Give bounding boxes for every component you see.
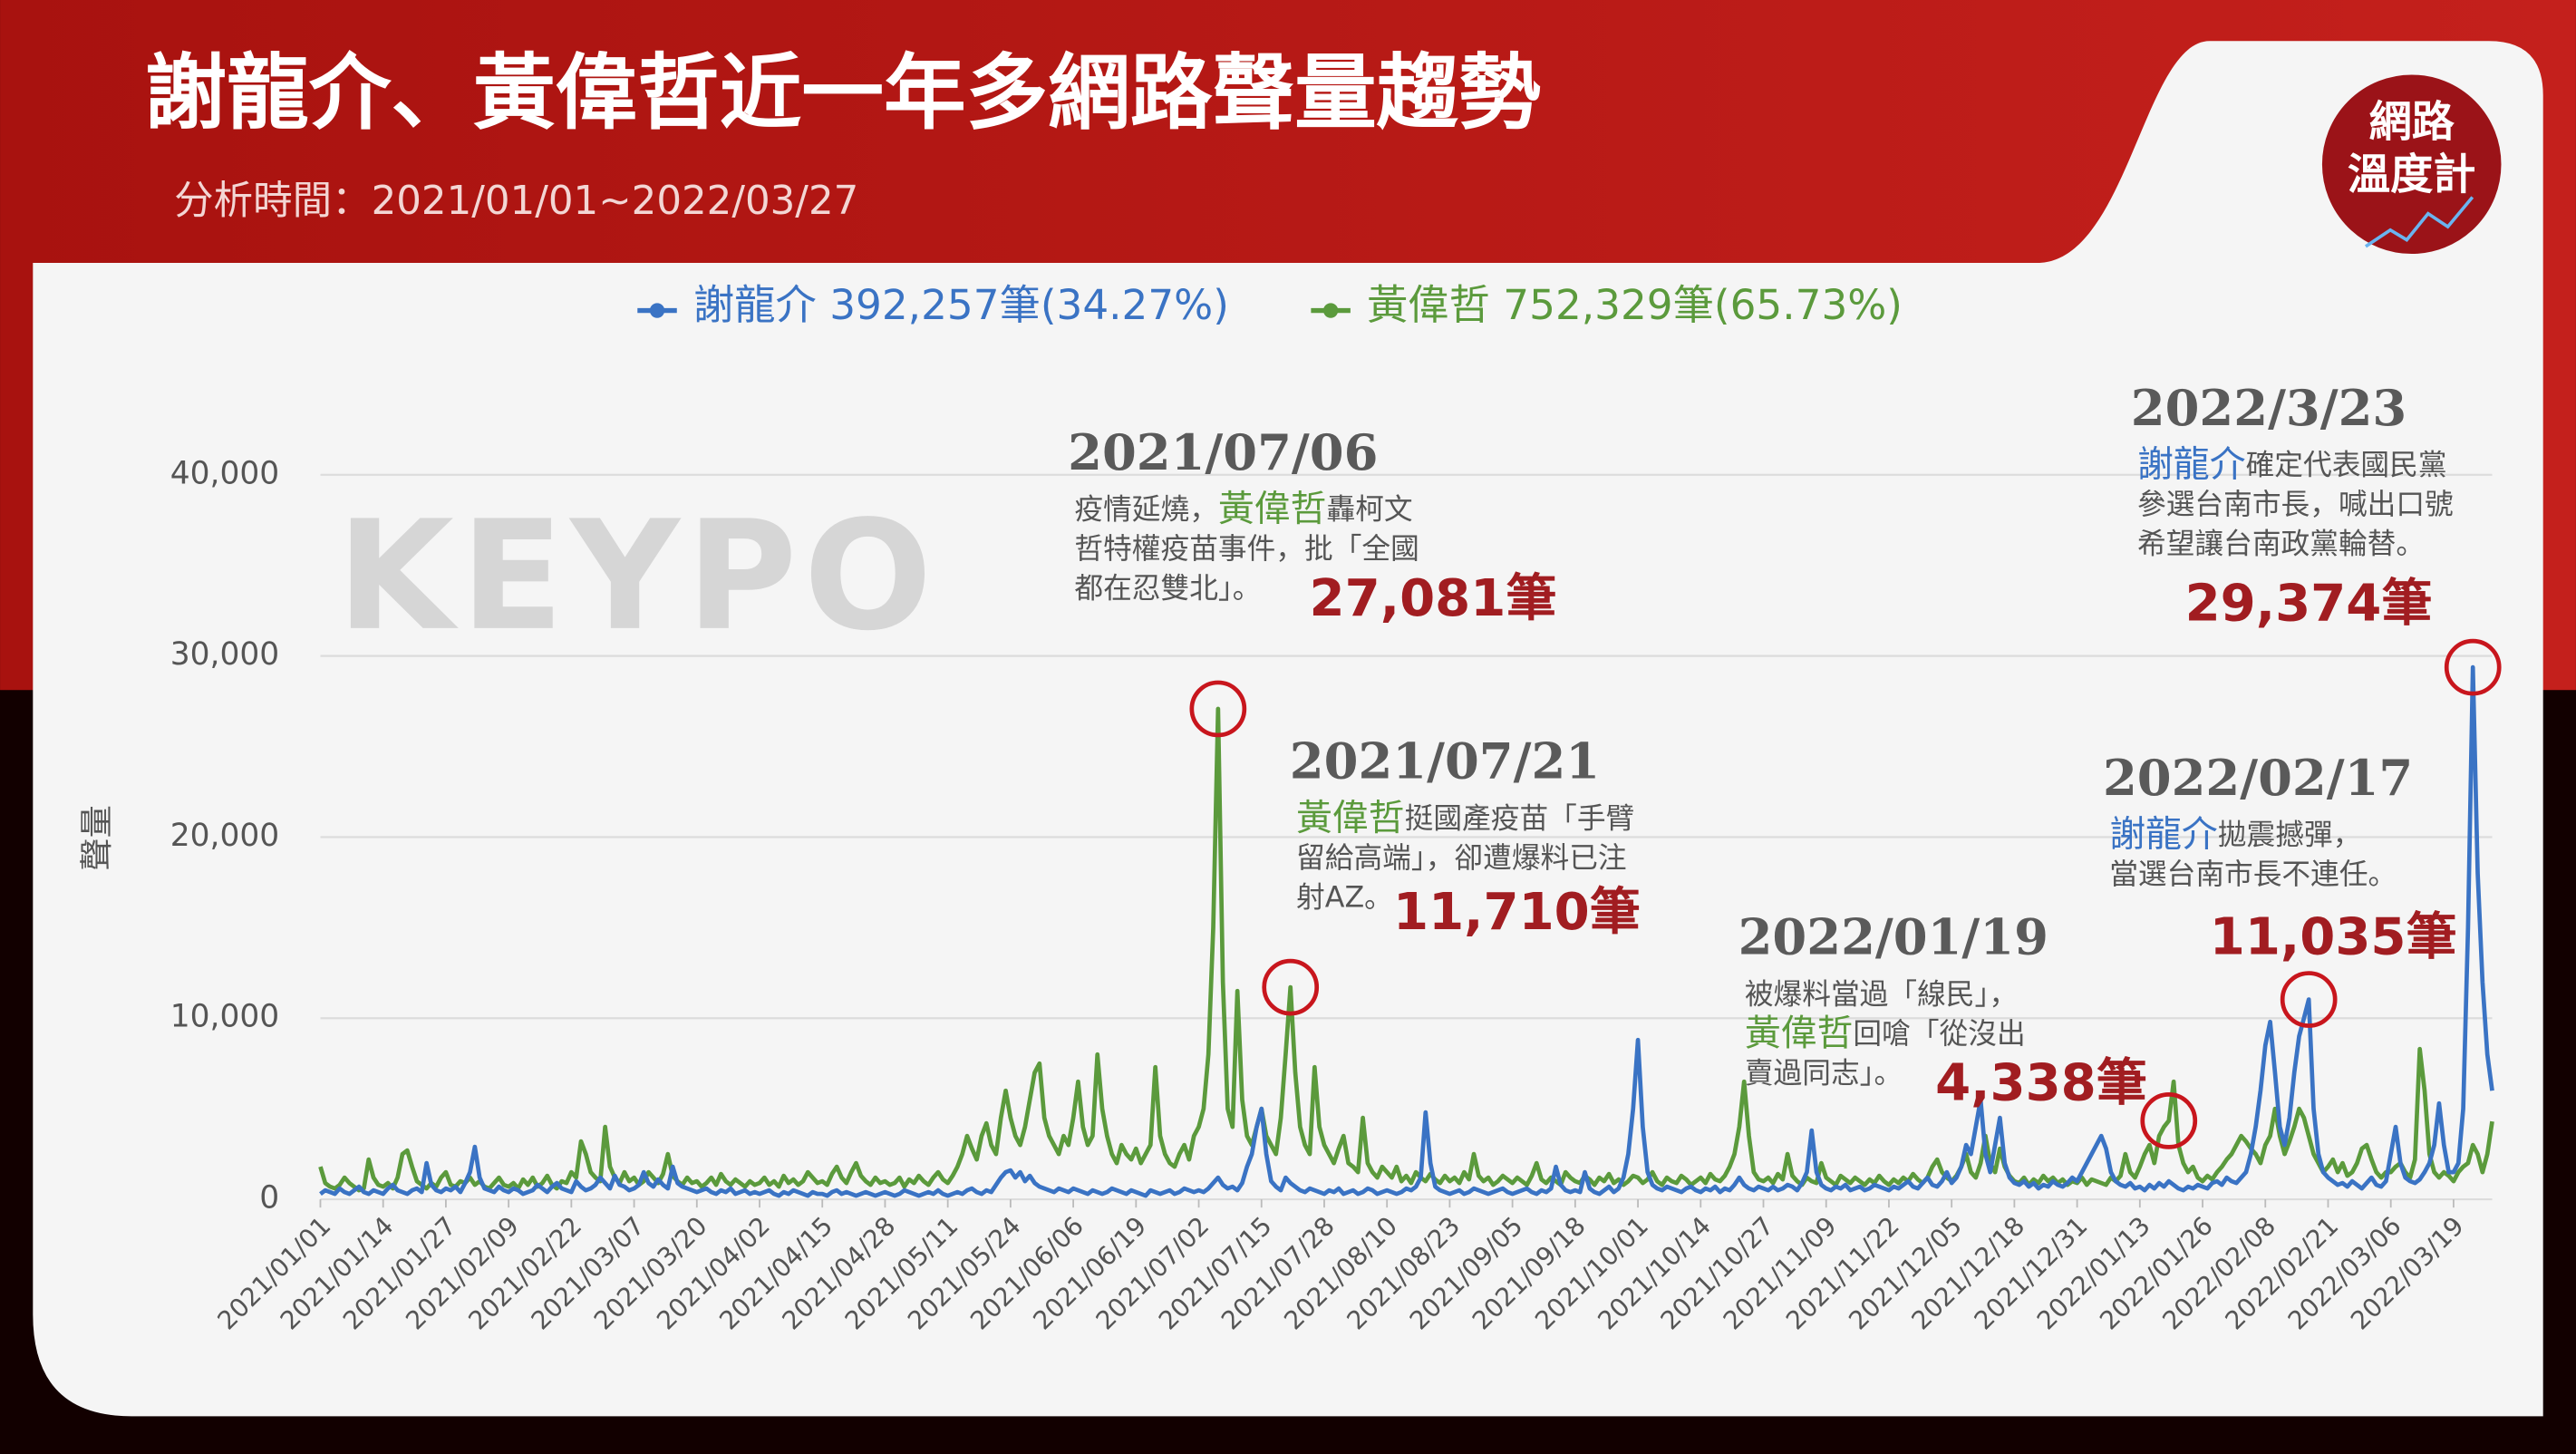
annotation-text: 哲特權疫苗事件，批「全國 <box>1074 533 1419 566</box>
annotation-text: 疫情延燒，黃偉哲轟柯文 <box>1074 488 1412 529</box>
annotation-name: 謝龍介 <box>2109 813 2218 855</box>
annotation-text: 留給高端」，卻遭爆料已注 <box>1296 842 1627 875</box>
annotation-text: 謝龍介拋震撼彈， <box>2109 813 2361 855</box>
annotation-name: 謝龍介 <box>2137 443 2246 485</box>
annotation-title: 2021/07/21 <box>1290 732 1600 790</box>
legend-name: 謝龍介 <box>693 280 817 328</box>
annotation-text: 謝龍介確定代表國民黨 <box>2137 443 2447 485</box>
logo-text: 溫度計 <box>2348 150 2475 200</box>
y-tick-label: 10,000 <box>170 999 279 1035</box>
annotation-name: 黃偉哲 <box>1218 488 1327 529</box>
legend-marker <box>649 303 665 318</box>
highlight-circle <box>1189 680 1247 738</box>
highlight-circle <box>2444 638 2502 696</box>
annotation-segment: 確定代表國民黨 <box>2246 450 2447 482</box>
y-tick-label: 0 <box>259 1180 279 1217</box>
annotation-text: 當選台南市長不連任。 <box>2109 858 2397 891</box>
annotation-title: 2021/07/06 <box>1068 423 1378 481</box>
panel <box>33 41 2543 1417</box>
legend-total: 752,329筆(65.73%) <box>1503 280 1903 328</box>
highlight-circle <box>1262 958 1320 1016</box>
highlight-circle <box>2280 971 2338 1028</box>
annotation-segment: 被爆料當過「線民」， <box>1745 978 2018 1011</box>
y-tick-label: 30,000 <box>170 636 279 673</box>
annotation-text: 希望讓台南政黨輪替。 <box>2137 528 2425 561</box>
annotation-title: 2022/02/17 <box>2103 749 2413 807</box>
annotation-title: 2022/01/19 <box>1738 908 2048 966</box>
y-tick-label: 20,000 <box>170 818 279 854</box>
annotation-segment: 賣過同志」。 <box>1745 1057 1903 1090</box>
annotation-title: 2022/3/23 <box>2131 379 2407 437</box>
value-label: 27,081筆 <box>1310 569 1557 628</box>
annotation-name: 黃偉哲 <box>1745 1012 1854 1053</box>
annotation-text: 參選台南市長，喊出口號 <box>2137 489 2454 521</box>
legend-name: 黃偉哲 <box>1367 280 1490 328</box>
y-axis-label: 聲量 <box>77 805 116 870</box>
annotation-segment: 回嗆「從沒出 <box>1853 1018 2025 1051</box>
annotation-segment: 都在忍雙北」。 <box>1074 573 1261 606</box>
legend-total: 392,257筆(34.27%) <box>829 280 1229 328</box>
subtitle: 分析時間：2021/01/01~2022/03/27 <box>174 179 858 224</box>
annotation-segment: 挺國產疫苗「手臂 <box>1405 802 1635 835</box>
annotation-segment: 留給高端」，卻遭爆料已注 <box>1296 842 1627 875</box>
logo-text: 網路 <box>2369 98 2455 148</box>
annotation-segment: 參選台南市長，喊出口號 <box>2137 489 2454 521</box>
logo <box>2317 70 2506 259</box>
annotation-name: 黃偉哲 <box>1296 797 1405 838</box>
annotation-segment: 射AZ。 <box>1296 881 1393 914</box>
annotation-text: 射AZ。 <box>1296 881 1393 914</box>
value-label: 11,035筆 <box>2210 907 2457 966</box>
annotation-text: 黃偉哲回嗆「從沒出 <box>1745 1012 2026 1053</box>
annotation-segment: 轟柯文 <box>1326 494 1412 527</box>
y-tick-label: 40,000 <box>170 455 279 491</box>
plot: 010,00020,00030,00040,0002021/01/012021/… <box>170 280 2502 1335</box>
annotation-segment: 希望讓台南政黨輪替。 <box>2137 528 2425 561</box>
logo-line <box>2364 196 2474 248</box>
annotation-text: 被爆料當過「線民」， <box>1745 978 2018 1011</box>
value-label: 29,374筆 <box>2185 574 2433 633</box>
annotation-text: 都在忍雙北」。 <box>1074 573 1261 606</box>
title: 謝龍介、黃偉哲近一年多網路聲量趨勢 <box>145 46 1541 141</box>
annotation-segment: 哲特權疫苗事件，批「全國 <box>1074 533 1419 566</box>
annotation-segment: 拋震撼彈， <box>2218 819 2362 852</box>
highlight-circle <box>2140 1092 2198 1149</box>
legend-entry: 謝龍介 392,257筆(34.27%) <box>693 280 1229 328</box>
legend-entry: 黃偉哲 752,329筆(65.73%) <box>1367 280 1903 328</box>
value-label: 11,710筆 <box>1393 883 1641 942</box>
value-label: 4,338筆 <box>1935 1054 2147 1113</box>
annotation-text: 賣過同志」。 <box>1745 1057 1903 1090</box>
annotation-text: 黃偉哲挺國產疫苗「手臂 <box>1296 797 1634 838</box>
annotation-segment: 疫情延燒， <box>1074 494 1218 527</box>
series-line <box>319 664 2494 1198</box>
watermark: KEYPO <box>337 489 939 664</box>
legend-marker <box>1322 303 1339 318</box>
annotation-segment: 當選台南市長不連任。 <box>2109 858 2397 891</box>
